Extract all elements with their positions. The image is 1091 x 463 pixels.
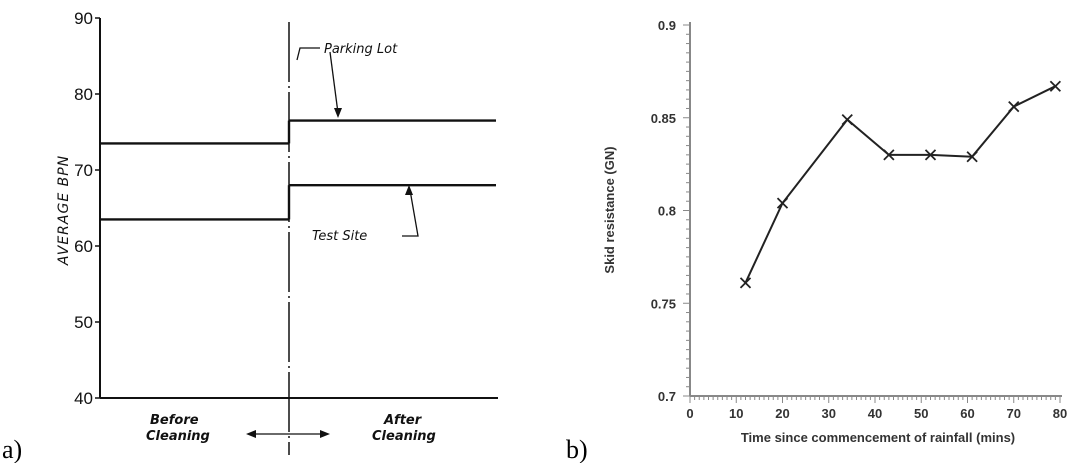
chart-b-x-tick-label: 10 [729, 406, 743, 421]
chart-b-x-tick-label: 20 [775, 406, 789, 421]
chart-b-point [841, 113, 853, 126]
chart-b-y-tick-label: 0.9 [658, 18, 676, 33]
chart-a-y-tick-label: 70 [74, 161, 93, 180]
chart-b-point [1008, 100, 1020, 113]
chart-b-y-tick-label: 0.85 [651, 111, 676, 126]
chart-b-x-tick-label: 70 [1007, 406, 1021, 421]
chart-a-y-label: AVERAGE BPN [56, 155, 72, 266]
chart-b: 0 10 20 30 40 50 60 70 80 0.7 0.75 0.8 0.85 0.9 Skid … [602, 18, 1067, 445]
chart-a-phase-after: After Cleaning [372, 413, 436, 444]
chart-a-phase-arrow-right [320, 430, 330, 438]
chart-b-point [924, 149, 937, 161]
chart-b-point [776, 197, 789, 209]
chart-a-y-tick-label: 80 [74, 85, 93, 104]
chart-b-x-tick-label: 30 [822, 406, 836, 421]
chart-b-series-line [744, 85, 1056, 284]
chart-b-y-tick-label: 0.75 [651, 296, 676, 311]
chart-a-y-ticks: 40 50 60 70 80 90 [74, 9, 100, 408]
panel-a-label: a) [2, 435, 22, 463]
chart-a-leader-parking-lot-arrow [329, 51, 339, 114]
chart-b-x-label: Time since commencement of rainfall (min… [741, 430, 1015, 445]
chart-a-legend-parking-lot: Parking Lot [324, 42, 398, 57]
chart-b-y-label: Skid resistance (GN) [602, 146, 617, 273]
chart-b-ticks: 0 10 20 30 40 50 60 70 80 0.7 0.75 0.8 0.85 0.9 [651, 18, 1068, 421]
chart-b-y-tick-label: 0.7 [658, 389, 676, 404]
chart-a: 40 50 60 70 80 90 AVERAGE BPN Parking Lot Tes… [56, 9, 498, 455]
chart-b-y-tick-label: 0.8 [658, 204, 676, 219]
chart-b-point [739, 277, 752, 289]
chart-a-arrow-parking-lot [334, 108, 342, 118]
chart-a-leader-test-site [402, 189, 419, 237]
chart-b-point [966, 151, 978, 163]
chart-a-legend-test-site: Test Site [312, 229, 367, 244]
chart-a-phase-before-line2: Cleaning [146, 429, 210, 444]
chart-a-y-tick-label: 60 [74, 237, 93, 256]
chart-a-y-tick-label: 40 [74, 389, 93, 408]
chart-a-phase-before-line1: Before [150, 413, 199, 428]
chart-a-arrow-test-site [405, 185, 413, 195]
panel-b-label: b) [566, 435, 588, 463]
chart-b-x-tick-label: 50 [914, 406, 928, 421]
chart-b-x-tick-label: 80 [1053, 406, 1067, 421]
chart-b-x-tick-label: 0 [686, 406, 693, 421]
chart-a-phase-after-line1: After [383, 413, 423, 428]
chart-b-series [739, 80, 1062, 289]
chart-b-point [1049, 80, 1062, 92]
chart-a-y-tick-label: 90 [74, 9, 93, 28]
chart-b-x-tick-label: 40 [868, 406, 882, 421]
chart-b-point [883, 149, 895, 161]
chart-a-phase-arrow-left [246, 430, 256, 438]
chart-a-phase-after-line2: Cleaning [372, 429, 436, 444]
chart-b-x-tick-label: 60 [960, 406, 974, 421]
chart-a-phase-before: Before Cleaning [146, 413, 210, 444]
chart-a-leader-parking-lot [296, 47, 320, 61]
chart-a-series [100, 119, 496, 221]
chart-a-y-tick-label: 50 [74, 313, 93, 332]
